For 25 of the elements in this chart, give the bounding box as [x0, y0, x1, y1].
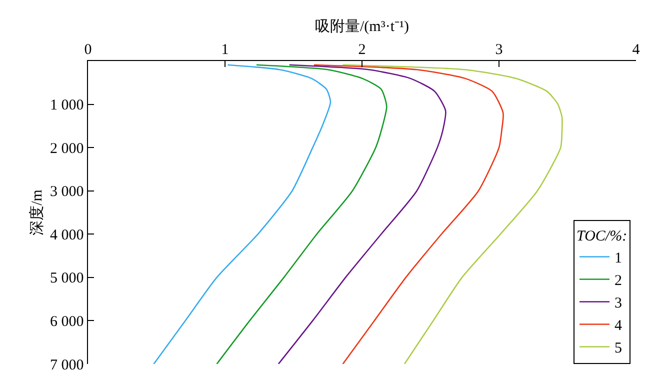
- x-tick-label: 3: [495, 42, 503, 58]
- x-axis-title: 吸附量/(m³·t⁻¹): [315, 18, 409, 36]
- y-tick-label: 5 000: [50, 270, 84, 287]
- y-tick-label: 4 000: [50, 227, 84, 244]
- y-tick-label: 2 000: [50, 140, 84, 157]
- x-tick-label: 2: [358, 42, 366, 58]
- legend-label: 1: [614, 250, 622, 267]
- line-series: [342, 64, 563, 364]
- x-tick-label: 4: [632, 42, 640, 58]
- y-axis-title: 深度/m: [28, 189, 46, 236]
- legend-label: 2: [614, 273, 622, 290]
- line-series: [313, 64, 504, 364]
- y-tick-label: 3 000: [50, 184, 84, 200]
- line-series: [153, 64, 332, 364]
- legend-title: TOC/%:: [576, 228, 628, 244]
- legend-label: 5: [614, 340, 622, 357]
- legend-label: 4: [614, 318, 623, 334]
- line-series: [278, 64, 446, 364]
- y-tick-label: 7 000: [50, 357, 84, 374]
- y-tick-label: 1 000: [50, 98, 84, 114]
- line-series: [216, 64, 388, 364]
- x-tick-label: 1: [221, 42, 229, 58]
- legend-label: 3: [614, 296, 622, 312]
- x-tick-label: 0: [84, 42, 92, 58]
- y-tick-label: 6 000: [50, 314, 84, 330]
